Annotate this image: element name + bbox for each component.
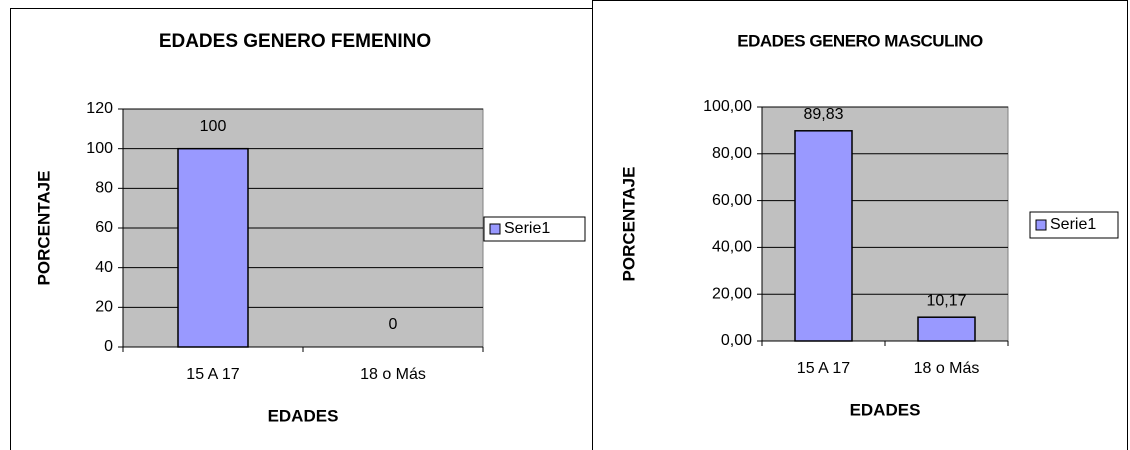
x-tick-label: 18 o Más [914, 360, 980, 377]
y-tick-label: 60 [95, 219, 113, 236]
y-tick-label: 40 [95, 259, 113, 276]
x-axis-title: EDADES [850, 400, 921, 419]
data-label: 100 [200, 118, 227, 135]
chart-title: EDADES GENERO MASCULINO [737, 31, 983, 50]
legend-label: Serie1 [504, 220, 550, 237]
y-tick-label: 40,00 [712, 239, 752, 256]
legend-box [483, 216, 586, 242]
y-tick-label: 0,00 [721, 332, 752, 349]
legend-swatch [489, 223, 501, 235]
chart-frame [592, 0, 1128, 450]
y-tick-label: 20,00 [712, 285, 752, 302]
y-tick-label: 0 [104, 338, 113, 355]
bar [917, 316, 976, 342]
legend-label: Serie1 [1050, 216, 1096, 233]
y-tick-label: 100 [86, 140, 113, 157]
chart-title: EDADES GENERO FEMENINO [159, 31, 431, 52]
y-tick-label: 80,00 [712, 145, 752, 162]
legend-swatch [1035, 219, 1047, 231]
y-axis-title: PORCENTAJE [619, 167, 638, 282]
bar [177, 147, 249, 348]
x-tick-label: 15 A 17 [797, 360, 850, 377]
data-label: 0 [389, 316, 398, 333]
x-tick-label: 15 A 17 [186, 366, 239, 383]
data-label: 89,83 [803, 106, 843, 123]
y-tick-label: 60,00 [712, 192, 752, 209]
y-tick-label: 20 [95, 299, 113, 316]
data-label: 10,17 [926, 292, 966, 309]
bar [794, 130, 853, 342]
y-axis-title: PORCENTAJE [34, 171, 53, 286]
y-tick-label: 120 [86, 100, 113, 117]
y-tick-label: 80 [95, 180, 113, 197]
x-axis-title: EDADES [268, 406, 339, 425]
y-tick-label: 100,00 [703, 98, 752, 115]
x-tick-label: 18 o Más [360, 366, 426, 383]
